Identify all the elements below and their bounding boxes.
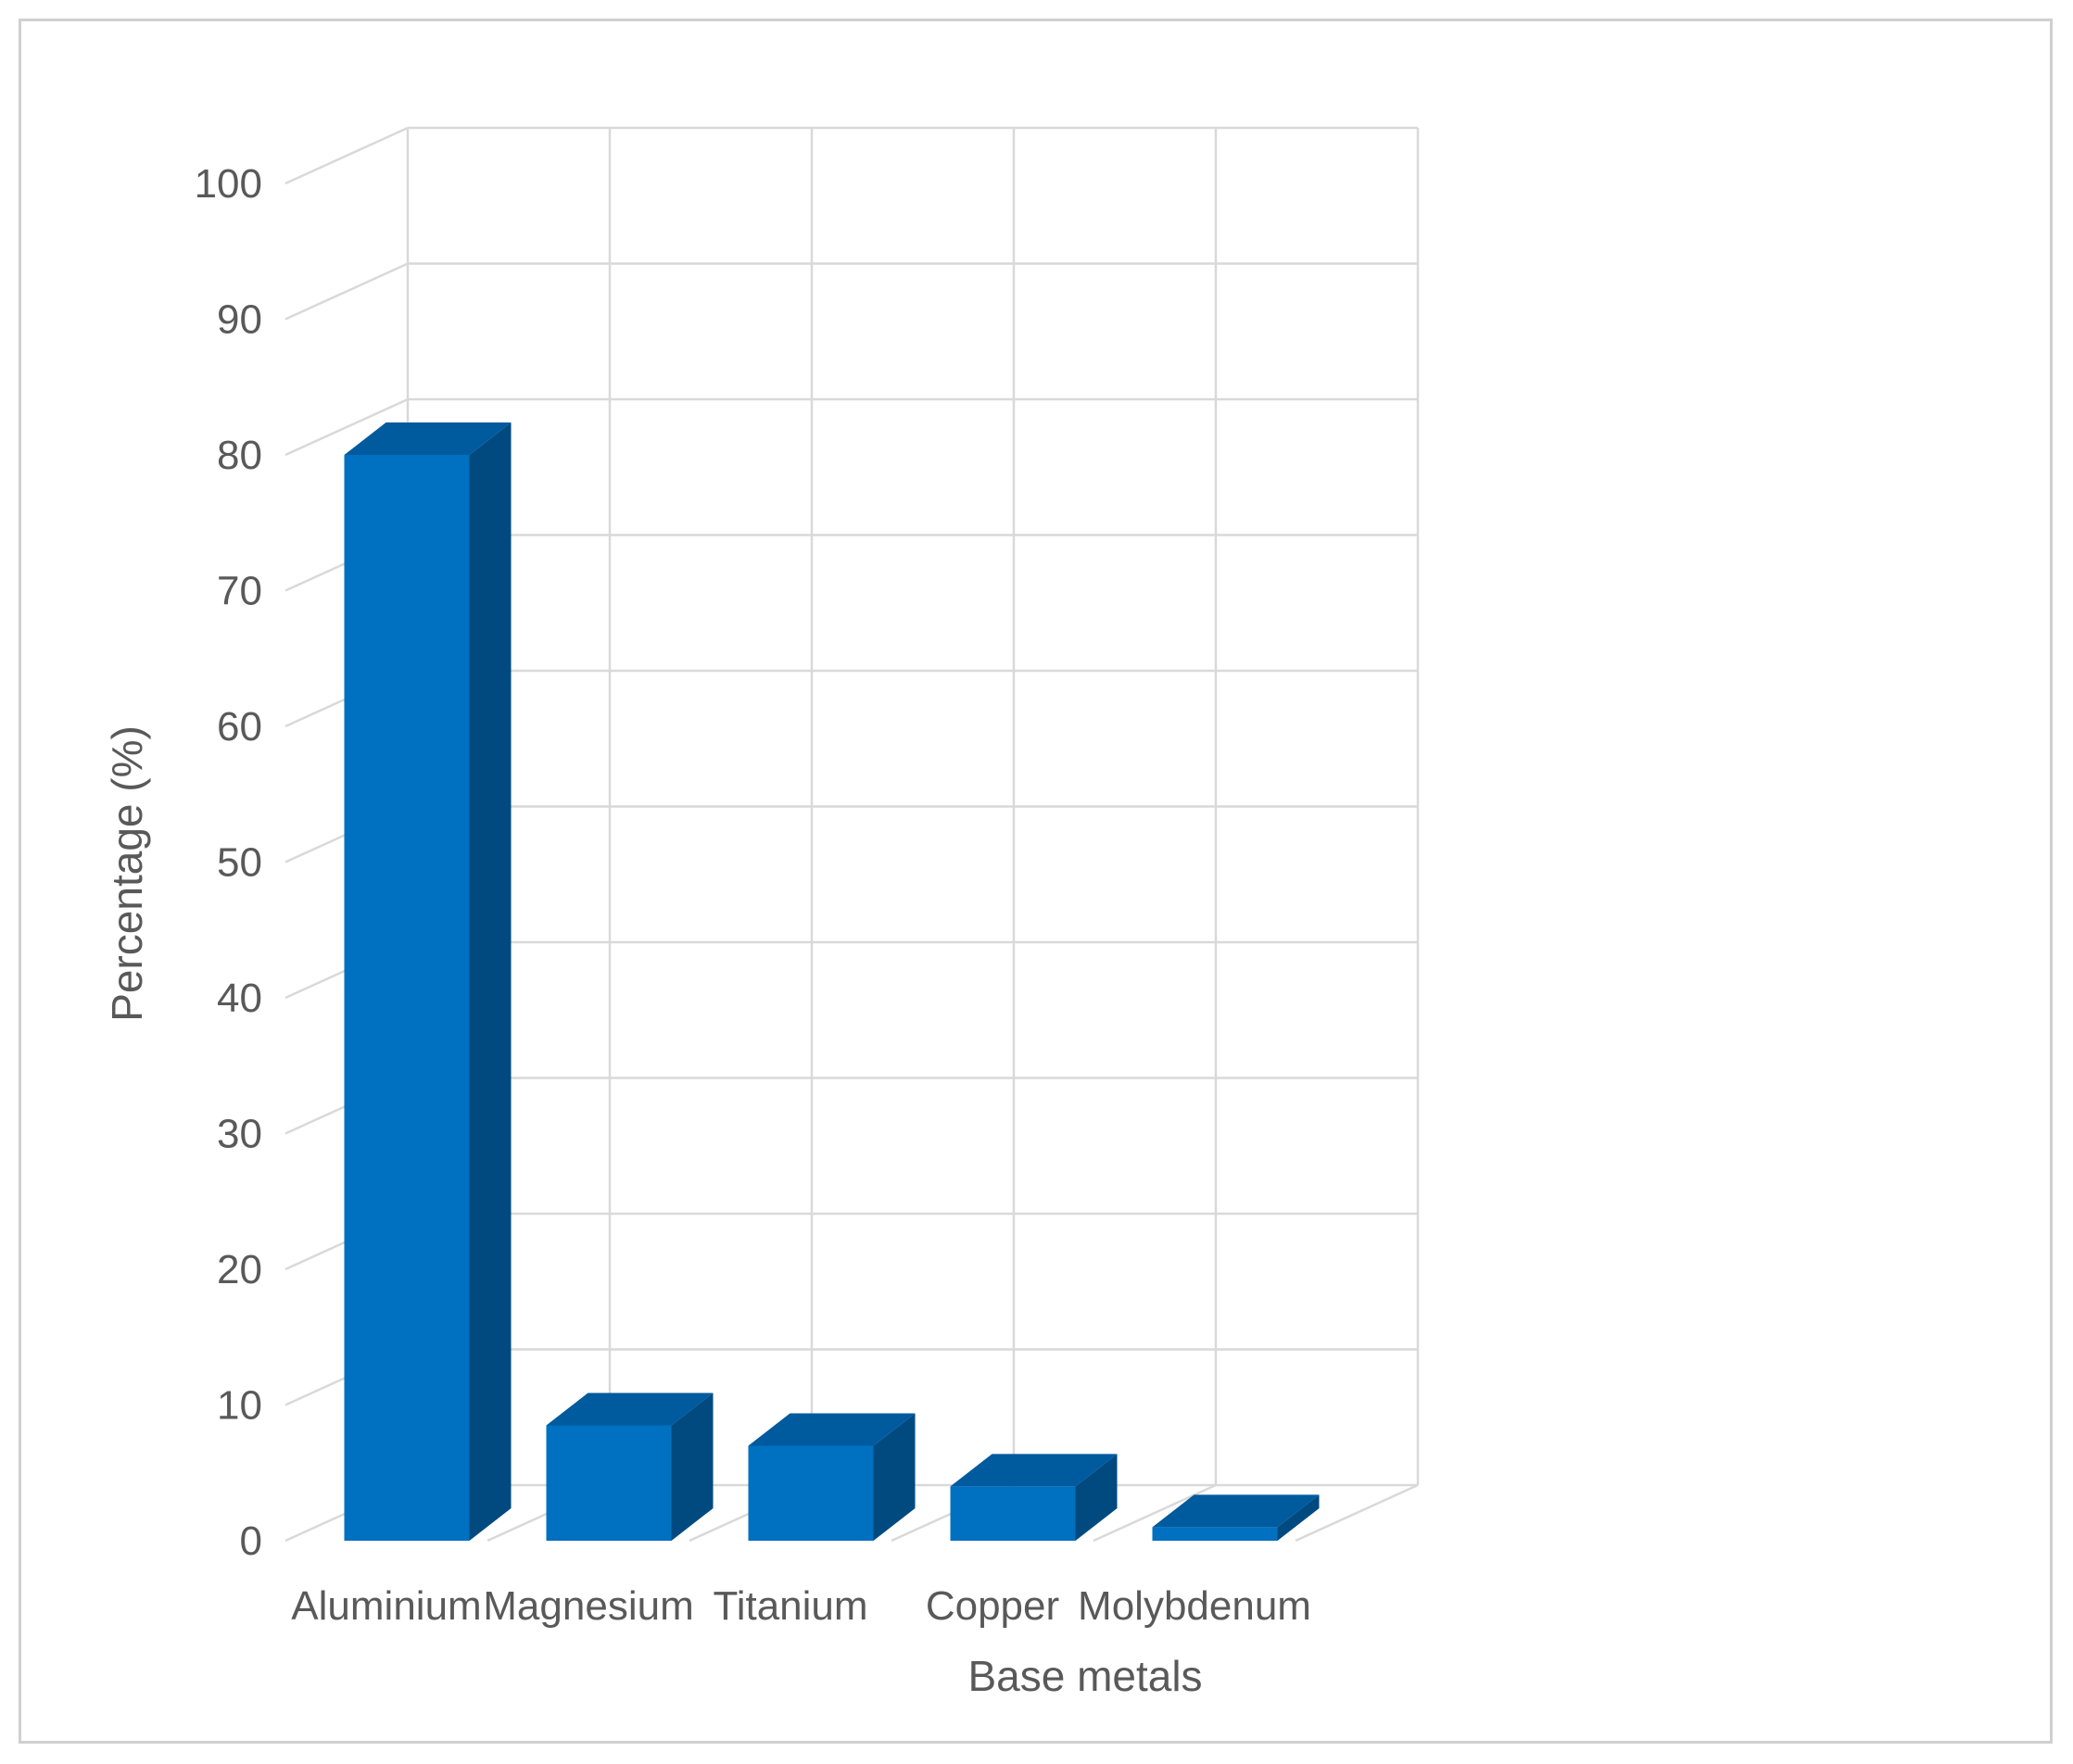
y-tick-label: 50 (217, 840, 262, 886)
bar-magnesium (547, 1392, 714, 1541)
bar-front (547, 1425, 672, 1541)
bar-side (470, 422, 512, 1541)
y-tick-label: 100 (195, 161, 262, 207)
x-axis-title: Base metals (967, 1652, 1202, 1700)
bar-front (749, 1445, 874, 1541)
y-tick-label: 0 (240, 1518, 262, 1564)
x-tick-label: Copper (926, 1583, 1059, 1629)
x-tick-label: Molybdenum (1078, 1583, 1311, 1629)
x-tick-label: Aluminium (291, 1583, 481, 1629)
chart-frame: 0 10 20 30 40 50 60 70 80 90 100 AluminiumMagnesium… (19, 19, 2053, 1744)
gridline-side (285, 264, 408, 320)
y-tick-label: 60 (217, 704, 262, 750)
y-tick-label: 90 (217, 297, 262, 343)
bar-front (1153, 1527, 1278, 1541)
x-tick-label: Magnesium (483, 1583, 693, 1629)
x-tick-label: Titanium (713, 1583, 867, 1629)
bar-copper (951, 1454, 1118, 1541)
y-tick-label: 20 (217, 1247, 262, 1292)
y-tick-label: 40 (217, 976, 262, 1021)
bar-front (951, 1486, 1076, 1541)
y-tick-label: 80 (217, 433, 262, 478)
y-tick-label: 70 (217, 569, 262, 614)
bar-titanium (749, 1413, 916, 1541)
bars (345, 422, 1320, 1541)
bar-chart: 0 10 20 30 40 50 60 70 80 90 100 AluminiumMagnesium… (21, 21, 2055, 1746)
bar-front (345, 455, 470, 1541)
gridline-floor (1296, 1485, 1418, 1541)
gridline-side (285, 128, 408, 183)
y-axis-title: Percentage (%) (103, 725, 151, 1022)
bar-aluminium (345, 422, 512, 1541)
y-tick-label: 30 (217, 1112, 262, 1157)
y-tick-label: 10 (217, 1383, 262, 1429)
